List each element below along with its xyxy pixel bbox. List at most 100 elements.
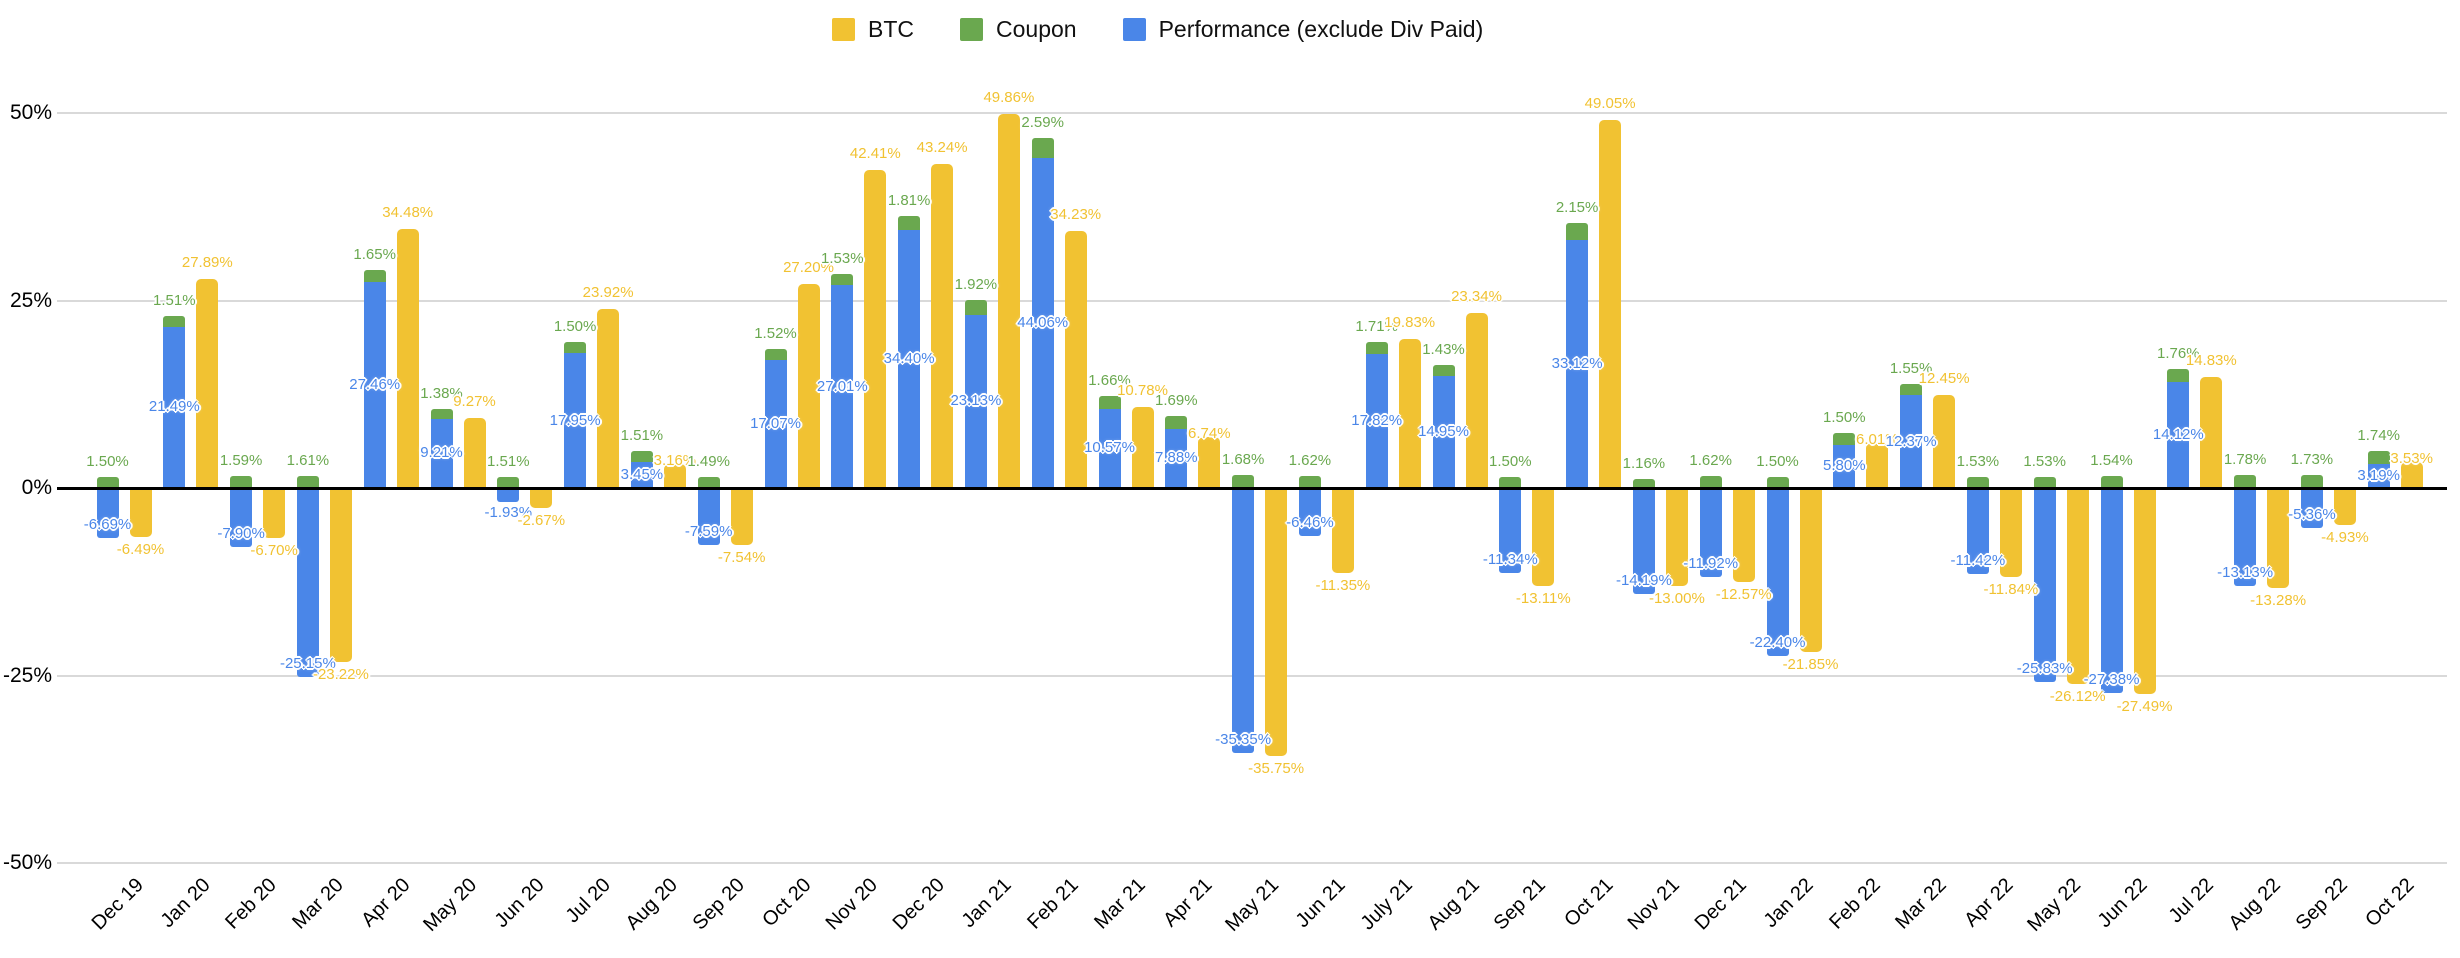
bar-coupon[interactable] bbox=[163, 315, 186, 327]
bar-performance[interactable] bbox=[831, 285, 854, 488]
bar-performance[interactable] bbox=[898, 230, 921, 488]
bar-coupon[interactable] bbox=[831, 273, 854, 286]
bar-coupon[interactable] bbox=[1499, 476, 1522, 488]
bar-coupon[interactable] bbox=[2234, 474, 2257, 488]
bar-btc[interactable] bbox=[1866, 442, 1889, 488]
bar-coupon[interactable] bbox=[630, 450, 653, 463]
bar-coupon[interactable] bbox=[1766, 476, 1789, 488]
bar-btc[interactable] bbox=[2333, 488, 2356, 525]
bar-coupon[interactable] bbox=[2033, 476, 2056, 488]
bar-coupon[interactable] bbox=[564, 342, 587, 354]
bar-btc[interactable] bbox=[1732, 488, 1755, 583]
bar-performance[interactable] bbox=[1566, 239, 1589, 488]
bar-btc[interactable] bbox=[730, 488, 753, 545]
bar-btc[interactable] bbox=[129, 488, 152, 537]
bar-btc[interactable] bbox=[2066, 488, 2089, 684]
bar-coupon[interactable] bbox=[1232, 475, 1255, 488]
bar-btc[interactable] bbox=[1398, 339, 1421, 488]
bar-performance[interactable] bbox=[163, 326, 186, 488]
bar-coupon[interactable] bbox=[1833, 433, 1856, 445]
bar-coupon[interactable] bbox=[1298, 475, 1321, 488]
bar-btc[interactable] bbox=[1933, 394, 1956, 488]
bar-btc[interactable] bbox=[1131, 407, 1154, 488]
bar-btc[interactable] bbox=[530, 488, 553, 509]
bar-coupon[interactable] bbox=[2367, 451, 2390, 465]
bar-performance[interactable] bbox=[2167, 382, 2190, 488]
bar-btc[interactable] bbox=[2267, 488, 2290, 588]
bar-performance[interactable] bbox=[697, 488, 720, 545]
bar-btc[interactable] bbox=[1331, 488, 1354, 574]
bar-btc[interactable] bbox=[864, 169, 887, 488]
bar-btc[interactable] bbox=[263, 488, 286, 539]
bar-performance[interactable] bbox=[1031, 157, 1054, 488]
bar-coupon[interactable] bbox=[230, 476, 253, 488]
bar-coupon[interactable] bbox=[1432, 365, 1455, 376]
bar-coupon[interactable] bbox=[363, 269, 386, 283]
bar-coupon[interactable] bbox=[697, 476, 720, 488]
bar-performance[interactable] bbox=[1966, 488, 1989, 574]
bar-performance[interactable] bbox=[964, 314, 987, 488]
bar-coupon[interactable] bbox=[764, 348, 787, 360]
bar-coupon[interactable] bbox=[1699, 475, 1722, 488]
bar-performance[interactable] bbox=[630, 462, 653, 488]
bar-performance[interactable] bbox=[2033, 488, 2056, 682]
bar-coupon[interactable] bbox=[430, 408, 453, 419]
bar-performance[interactable] bbox=[1232, 488, 1255, 754]
bar-coupon[interactable] bbox=[296, 475, 319, 488]
bar-coupon[interactable] bbox=[1165, 416, 1188, 429]
bar-btc[interactable] bbox=[997, 114, 1020, 488]
bar-btc[interactable] bbox=[196, 278, 219, 488]
bar-btc[interactable] bbox=[797, 284, 820, 488]
bar-btc[interactable] bbox=[597, 308, 620, 488]
legend-item-btc[interactable]: BTC bbox=[832, 16, 914, 43]
bar-coupon[interactable] bbox=[1031, 138, 1054, 158]
bar-performance[interactable] bbox=[1766, 488, 1789, 656]
bar-btc[interactable] bbox=[1465, 312, 1488, 488]
bar-performance[interactable] bbox=[296, 488, 319, 677]
bar-btc[interactable] bbox=[1665, 488, 1688, 586]
bar-performance[interactable] bbox=[1432, 375, 1455, 488]
bar-btc[interactable] bbox=[931, 163, 954, 488]
bar-btc[interactable] bbox=[663, 464, 686, 488]
bar-btc[interactable] bbox=[2200, 376, 2223, 488]
bar-coupon[interactable] bbox=[1365, 341, 1388, 355]
bar-btc[interactable] bbox=[1198, 437, 1221, 488]
bar-performance[interactable] bbox=[230, 488, 253, 548]
bar-coupon[interactable] bbox=[1566, 223, 1589, 240]
bar-btc[interactable] bbox=[1999, 488, 2022, 577]
bar-coupon[interactable] bbox=[898, 216, 921, 230]
bar-performance[interactable] bbox=[1365, 354, 1388, 488]
bar-performance[interactable] bbox=[430, 418, 453, 488]
bar-coupon[interactable] bbox=[1966, 476, 1989, 488]
bar-btc[interactable] bbox=[1532, 488, 1555, 587]
bar-btc[interactable] bbox=[463, 418, 486, 488]
bar-performance[interactable] bbox=[497, 488, 520, 503]
bar-coupon[interactable] bbox=[1632, 479, 1655, 488]
bar-btc[interactable] bbox=[329, 488, 352, 663]
bar-btc[interactable] bbox=[2400, 461, 2423, 488]
legend-item-coupon[interactable]: Coupon bbox=[960, 16, 1077, 43]
bar-coupon[interactable] bbox=[964, 300, 987, 315]
bar-coupon[interactable] bbox=[1900, 383, 1923, 396]
bar-performance[interactable] bbox=[764, 359, 787, 488]
bar-performance[interactable] bbox=[1098, 408, 1121, 488]
bar-performance[interactable] bbox=[2367, 464, 2390, 488]
bar-performance[interactable] bbox=[363, 282, 386, 488]
bar-performance[interactable] bbox=[1833, 444, 1856, 488]
bar-performance[interactable] bbox=[2300, 488, 2323, 529]
bar-coupon[interactable] bbox=[497, 476, 520, 488]
bar-btc[interactable] bbox=[396, 229, 419, 488]
bar-performance[interactable] bbox=[564, 353, 587, 488]
bar-performance[interactable] bbox=[1499, 488, 1522, 574]
bar-performance[interactable] bbox=[96, 488, 119, 539]
legend-item-performance[interactable]: Performance (exclude Div Paid) bbox=[1122, 16, 1483, 43]
bar-performance[interactable] bbox=[1165, 428, 1188, 488]
bar-btc[interactable] bbox=[1799, 488, 1822, 652]
bar-btc[interactable] bbox=[1599, 120, 1622, 488]
bar-coupon[interactable] bbox=[2100, 476, 2123, 488]
bar-performance[interactable] bbox=[1298, 488, 1321, 537]
bar-btc[interactable] bbox=[1064, 231, 1087, 488]
bar-btc[interactable] bbox=[1265, 488, 1288, 757]
bar-coupon[interactable] bbox=[1098, 396, 1121, 409]
bar-performance[interactable] bbox=[1699, 488, 1722, 578]
